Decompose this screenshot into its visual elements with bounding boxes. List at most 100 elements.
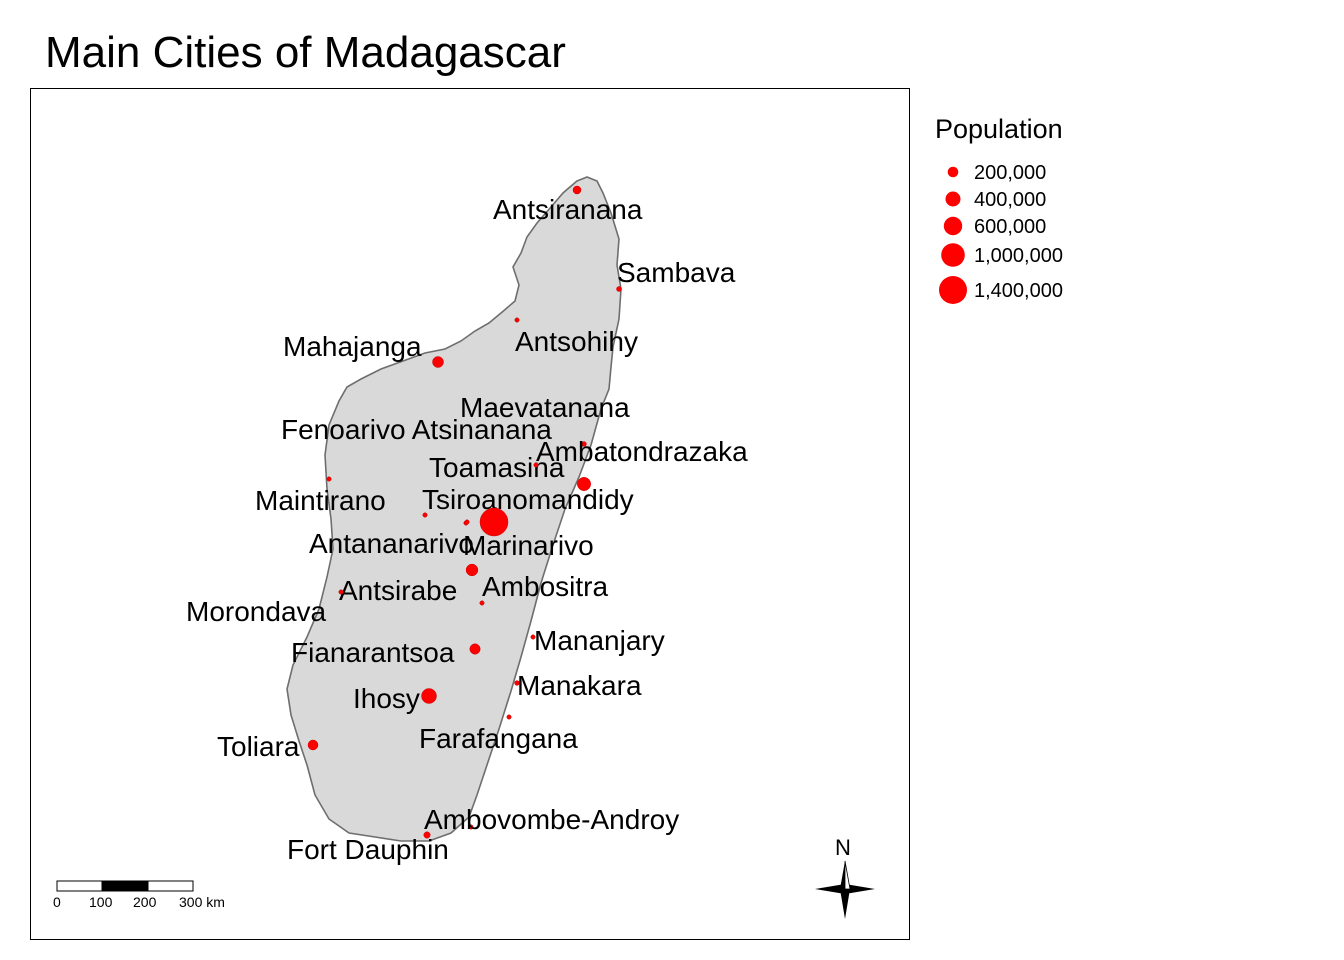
scale-tick-100: 100: [89, 894, 113, 910]
city-label-fianarantsoa: Fianarantsoa: [291, 637, 455, 668]
city-marinarivo: Marinarivo: [463, 519, 594, 561]
city-point-tsiroanomandidy: [533, 462, 539, 468]
legend-entry: 600,000: [943, 216, 1046, 238]
scale-segment-3: [147, 880, 194, 892]
legend-entry: 400,000: [945, 189, 1046, 211]
scale-tick-200: 200: [133, 894, 157, 910]
city-label-ambositra: Ambositra: [482, 571, 608, 602]
city-manakara: Manakara: [514, 670, 642, 701]
city-ihosy: Ihosy: [353, 683, 437, 714]
city-point-fenoarivo-atsinanana: [326, 476, 332, 482]
city-label-maintirano: Maintirano: [255, 485, 386, 516]
city-point-ambovombe-androy: [468, 824, 474, 830]
north-arrow-icon: N: [815, 835, 875, 919]
city-ambovombe-androy: Ambovombe-Androy: [424, 804, 679, 835]
city-label-toliara: Toliara: [217, 731, 300, 762]
legend-label: 1,000,000: [974, 245, 1063, 267]
city-label-ambatondrazaka: Ambatondrazaka: [536, 436, 748, 467]
city-tsiroanomandidy: Tsiroanomandidy: [422, 462, 634, 515]
map-canvas: Antsiranana Sambava Antsohihy Mahajanga Maev…: [53, 176, 875, 919]
city-ambositra: Ambositra: [479, 571, 608, 606]
city-label-fort-dauphin: Fort Dauphin: [287, 834, 449, 865]
city-point-maintirano: [422, 512, 428, 518]
city-label-morondava: Morondava: [186, 596, 327, 627]
city-label-antsiranana: Antsiranana: [493, 194, 643, 225]
legend-label: 1,400,000: [974, 280, 1063, 302]
city-farafangana: Farafangana: [419, 714, 578, 754]
map-panel: Antsiranana Sambava Antsohihy Mahajanga Maev…: [30, 88, 910, 940]
city-toliara: Toliara: [217, 731, 319, 762]
city-label-sambava: Sambava: [617, 257, 736, 288]
city-fenoarivo-atsinanana: Fenoarivo Atsinanana: [281, 414, 552, 482]
city-label-manakara: Manakara: [517, 670, 642, 701]
city-label-mahajanga: Mahajanga: [283, 331, 422, 362]
city-point-manakara: [514, 680, 520, 686]
legend-label: 600,000: [974, 216, 1046, 238]
city-antsiranana: Antsiranana: [493, 185, 643, 225]
legend-symbol: [947, 166, 959, 178]
city-ambatondrazaka: Ambatondrazaka: [536, 436, 748, 467]
city-label-antsohihy: Antsohihy: [515, 326, 638, 357]
city-sambava: Sambava: [616, 257, 736, 292]
city-label-antsirabe: Antsirabe: [339, 575, 457, 606]
city-point-fianarantsoa: [469, 643, 481, 655]
city-fort-dauphin: Fort Dauphin: [287, 831, 449, 865]
city-point-morondava: [338, 589, 344, 595]
city-label-mananjary: Mananjary: [534, 625, 665, 656]
scale-segment-1: [56, 880, 103, 892]
city-label-farafangana: Farafangana: [419, 723, 578, 754]
legend-label: 400,000: [974, 189, 1046, 211]
scale-segment-2: [101, 880, 149, 892]
city-point-ihosy: [421, 688, 437, 704]
map-title: Main Cities of Madagascar: [45, 28, 566, 77]
legend-entry: 1,400,000: [939, 276, 1063, 304]
city-morondava: Morondava: [186, 589, 344, 627]
city-label-ambovombe-androy: Ambovombe-Androy: [424, 804, 679, 835]
legend-symbol: [945, 191, 961, 207]
city-point-sambava: [616, 286, 622, 292]
city-point-farafangana: [506, 714, 512, 720]
city-point-mahajanga: [432, 356, 444, 368]
legend-title: Population: [935, 114, 1063, 144]
city-label-marinarivo: Marinarivo: [463, 530, 594, 561]
legend-symbol: [943, 216, 963, 236]
city-antananarivo: Antananarivo: [309, 507, 509, 559]
city-maintirano: Maintirano: [255, 485, 428, 518]
city-point-toamasina: [577, 477, 591, 491]
city-point-antananarivo: [479, 507, 509, 537]
city-label-toamasina: Toamasina: [429, 452, 565, 483]
city-label-fenoarivo-atsinanana: Fenoarivo Atsinanana: [281, 414, 552, 445]
north-label: N: [835, 835, 851, 860]
scale-tick-0: 0: [53, 894, 61, 910]
city-point-ambositra: [479, 600, 485, 606]
city-toamasina: Toamasina: [429, 452, 591, 491]
legend: Population 200,000 400,000 600,000 1,000,00…: [935, 114, 1135, 314]
city-point-antsiranana: [572, 185, 582, 195]
city-label-ihosy: Ihosy: [353, 683, 420, 714]
city-point-fort-dauphin: [423, 831, 431, 839]
city-fianarantsoa: Fianarantsoa: [291, 637, 481, 668]
city-maevatanana: Maevatanana: [460, 392, 630, 526]
legend-symbol: [941, 243, 965, 267]
city-point-marinarivo: [464, 519, 470, 525]
city-label-tsiroanomandidy: Tsiroanomandidy: [422, 484, 634, 515]
city-point-ambatondrazaka: [581, 441, 587, 447]
city-point-antsohihy: [514, 317, 520, 323]
scale-bar: 0 100 200 300 km: [53, 880, 225, 910]
scale-tick-300: 300 km: [179, 894, 225, 910]
madagascar-island: [286, 176, 622, 842]
city-antsohihy: Antsohihy: [514, 317, 638, 357]
legend-entry: 200,000: [947, 162, 1046, 184]
city-antsirabe: Antsirabe: [339, 563, 479, 606]
legend-label: 200,000: [974, 162, 1046, 184]
city-mahajanga: Mahajanga: [283, 331, 444, 368]
city-mananjary: Mananjary: [530, 625, 665, 656]
legend-entries: 200,000 400,000 600,000 1,000,000 1,400,000: [939, 162, 1063, 304]
cities-layer: Antsiranana Sambava Antsohihy Mahajanga Maev…: [186, 185, 748, 865]
legend-entry: 1,000,000: [941, 243, 1063, 267]
city-point-mananjary: [530, 634, 536, 640]
city-label-maevatanana: Maevatanana: [460, 392, 630, 423]
city-point-antsirabe: [465, 563, 479, 577]
city-point-toliara: [307, 739, 319, 751]
city-label-antananarivo: Antananarivo: [309, 528, 474, 559]
